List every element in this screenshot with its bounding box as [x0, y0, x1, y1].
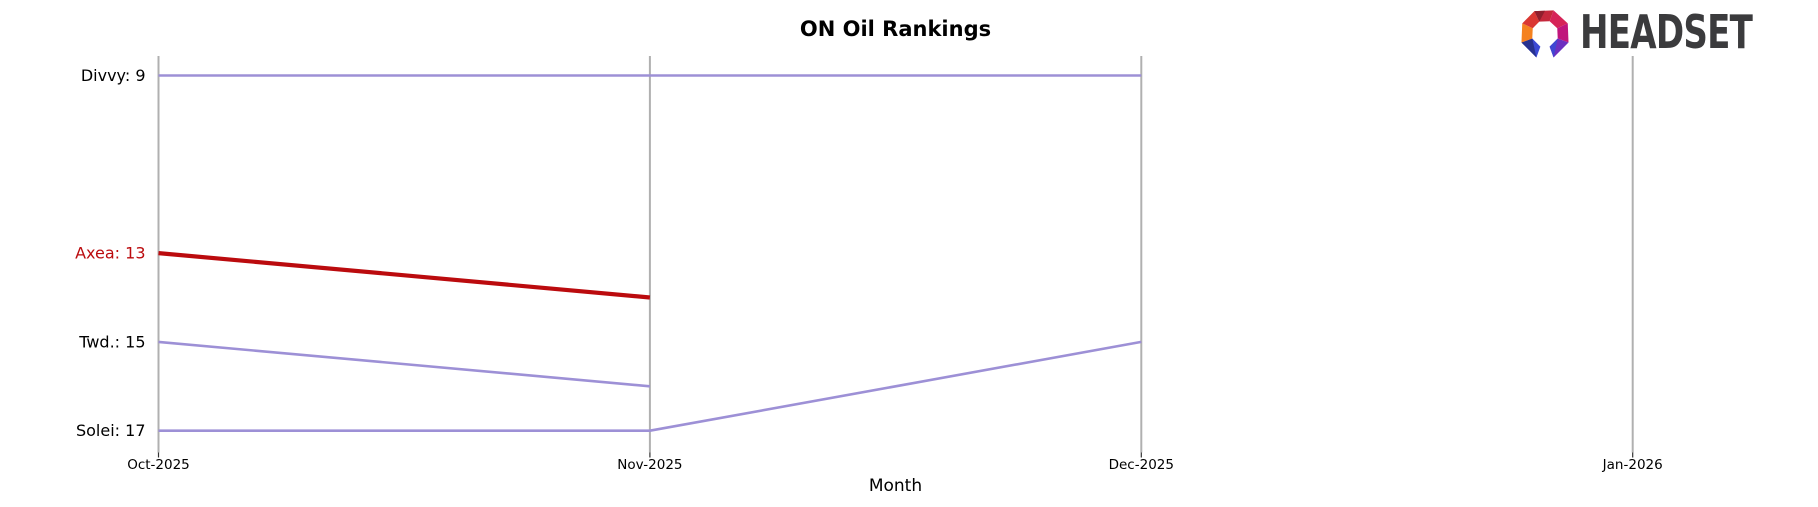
series-start-label-divvy: Divvy: 9 [81, 66, 146, 85]
x-tick-label-dec-2025: Dec-2025 [1109, 457, 1174, 473]
chart-title: ON Oil Rankings [799, 17, 992, 41]
headset-logo-icon [1521, 10, 1569, 58]
x-tick-label-jan-2026: Jan-2026 [1602, 457, 1663, 473]
x-axis-title: Month [868, 476, 923, 496]
headset-logo-text: HEADSET [1580, 5, 1753, 59]
series-line-twd [158, 340, 651, 388]
x-tick-label-oct-2025: Oct-2025 [127, 457, 190, 473]
series-start-label-solei: Solei: 17 [76, 421, 146, 440]
series-start-label-twd: Twd.: 15 [78, 332, 145, 351]
headset-logo: HEADSET [1518, 3, 1813, 61]
series-line-axea [158, 251, 651, 300]
series-start-label-axea: Axea: 13 [75, 244, 145, 263]
x-tick-label-nov-2025: Nov-2025 [617, 457, 682, 473]
series-line-solei [158, 340, 1142, 433]
